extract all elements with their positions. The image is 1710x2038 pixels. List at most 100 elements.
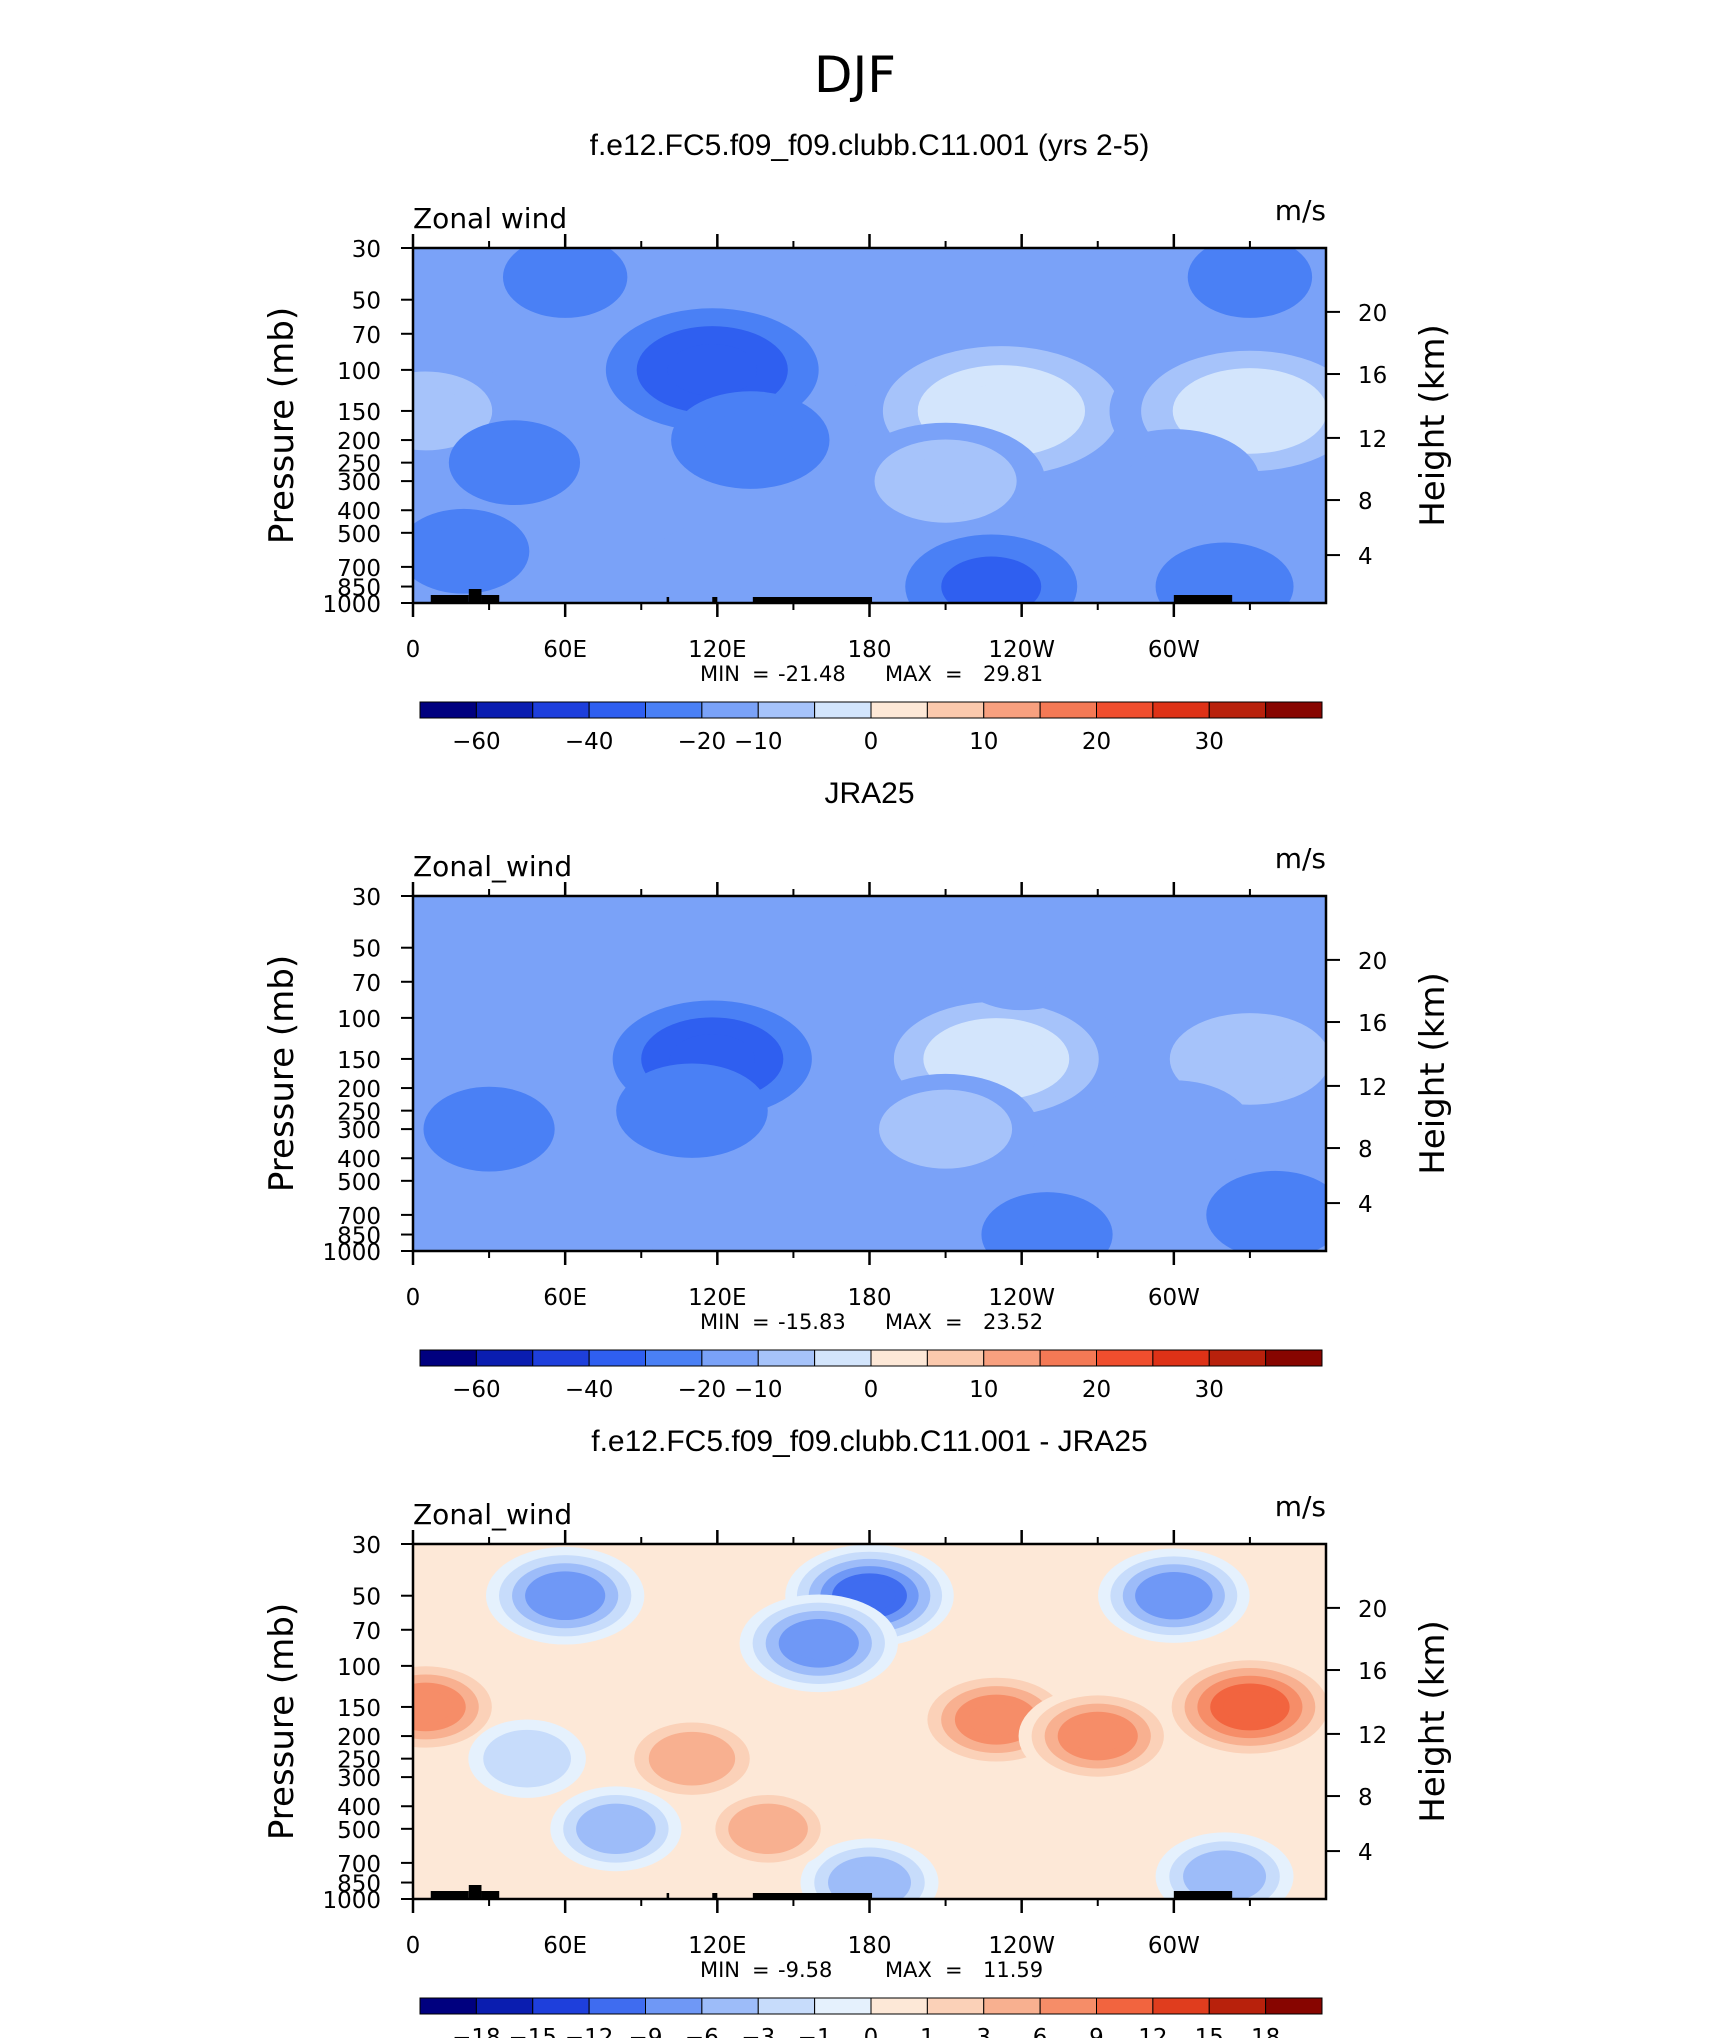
- y2-axis-label: Height (km): [1413, 972, 1453, 1175]
- x-tick-label: 60W: [1148, 637, 1200, 663]
- contour-feature: [845, 422, 1046, 540]
- y-tick-label: 1000: [322, 1240, 381, 1266]
- colorbar-label: 6: [1033, 2025, 1048, 2038]
- min-label: MIN: [700, 1958, 740, 1982]
- units-label: m/s: [1275, 842, 1326, 875]
- colorbar-label: 30: [1195, 1377, 1224, 1403]
- y-tick-label: 70: [352, 323, 381, 349]
- y2-tick-label: 20: [1358, 1597, 1387, 1623]
- contour-feature: [648, 522, 787, 603]
- y-tick-label: 100: [337, 359, 381, 385]
- contour-feature: [800, 1838, 939, 1899]
- y-tick-label: 700: [337, 1852, 381, 1878]
- colorbar-segment: [870, 1997, 928, 2015]
- x-tick-label: 60E: [543, 637, 587, 663]
- topography-mask: [468, 589, 482, 603]
- contour-feature: [550, 1786, 682, 1872]
- x-tick-label: 120E: [688, 1285, 746, 1311]
- min-equals: =: [752, 1310, 770, 1334]
- y2-tick-label: 8: [1358, 1785, 1373, 1811]
- contour-feature: [423, 1086, 555, 1172]
- contour-level: [741, 1812, 795, 1846]
- contour-level: [498, 1740, 557, 1778]
- y-tick-label: 200: [337, 1725, 381, 1751]
- colorbar-label: 10: [969, 729, 998, 755]
- y-tick-label: 400: [337, 499, 381, 525]
- colorbar-segment: [926, 1349, 985, 1367]
- y-tick-label: 70: [352, 971, 381, 997]
- y-tick-label: 400: [337, 1147, 381, 1173]
- y-tick-label: 300: [337, 1118, 381, 1144]
- colorbar-segment: [1208, 1997, 1267, 2015]
- contour-level: [1196, 1859, 1253, 1894]
- colorbar-segment: [814, 701, 872, 719]
- colorbar-label: 9: [1089, 2025, 1104, 2038]
- contour-feature: [1158, 1652, 1326, 1762]
- contour-feature: [485, 1546, 645, 1645]
- colorbar-segment: [926, 701, 985, 719]
- topography-mask: [712, 597, 718, 603]
- contour-field: [413, 248, 1326, 603]
- y-tick-label: 850: [337, 576, 381, 602]
- contour-level: [527, 252, 604, 302]
- contour-feature: [1187, 248, 1313, 318]
- colorbar-segment: [757, 701, 816, 719]
- y-tick-label: 150: [337, 400, 381, 426]
- colorbar-label: 1: [920, 2025, 935, 2038]
- colorbar-label: 0: [864, 2025, 879, 2038]
- topography-mask: [430, 595, 469, 603]
- y-tick-label: 700: [337, 556, 381, 582]
- colorbar-label: 3: [976, 2025, 991, 2038]
- y2-axis-label: Height (km): [1413, 1620, 1453, 1823]
- contour-level: [674, 1201, 761, 1251]
- colorbar-segment: [645, 1349, 703, 1367]
- colorbar-segment: [870, 1349, 928, 1367]
- colorbar-segment: [532, 701, 590, 719]
- contour-level: [1070, 1719, 1125, 1753]
- colorbar-segment: [419, 701, 477, 719]
- panels: f.e12.FC5.f09_f09.clubb.C11.001 (yrs 2-5…: [262, 129, 1453, 2038]
- y2-tick-label: 20: [1358, 949, 1387, 975]
- y-tick-label: 250: [337, 1748, 381, 1774]
- y-tick-label: 700: [337, 1204, 381, 1230]
- colorbar-segment: [1265, 1349, 1323, 1367]
- colorbar-segment: [532, 1349, 590, 1367]
- contour-level: [905, 1105, 986, 1153]
- y-tick-label: 300: [337, 1766, 381, 1792]
- colorbar-label: −10: [734, 729, 783, 755]
- max-equals: =: [945, 1310, 963, 1334]
- contour-feature: [739, 1594, 898, 1693]
- x-tick-label: 180: [848, 637, 892, 663]
- y-tick-label: 250: [337, 452, 381, 478]
- min-equals: =: [752, 662, 770, 686]
- y2-tick-label: 12: [1358, 1723, 1387, 1749]
- colorbar-segment: [983, 1997, 1041, 2015]
- contour-level: [588, 1812, 643, 1846]
- contour-level: [1202, 1032, 1297, 1086]
- x-tick-label: 120W: [988, 1933, 1055, 1959]
- colorbar: −60 −40 −20 −10 0 10 20 30: [419, 1349, 1323, 1403]
- colorbar-label: 0: [864, 729, 879, 755]
- x-tick-label: 180: [848, 1933, 892, 1959]
- colorbar-label: 30: [1195, 729, 1224, 755]
- colorbar-segment: [701, 1349, 759, 1367]
- x-tick-label: 0: [406, 637, 421, 663]
- contour-feature: [502, 248, 628, 318]
- colorbar-segment: [1096, 1997, 1154, 2015]
- x-tick-label: 0: [406, 1933, 421, 1959]
- colorbar-segment: [588, 1997, 646, 2015]
- contour-feature: [981, 1192, 1113, 1251]
- colorbar-label: 0: [864, 1377, 879, 1403]
- y2-tick-label: 4: [1358, 544, 1373, 570]
- colorbar-segment: [1208, 1349, 1267, 1367]
- contour-feature: [413, 508, 530, 594]
- y-tick-label: 30: [352, 237, 381, 263]
- colorbar-label: −20: [678, 729, 727, 755]
- y-tick-label: 850: [337, 1872, 381, 1898]
- colorbar-segment: [757, 1349, 816, 1367]
- colorbar-label: −10: [734, 1377, 783, 1403]
- colorbar-segment: [983, 1349, 1041, 1367]
- contour-level: [423, 526, 504, 577]
- colorbar: −60 −40 −20 −10 0 10 20 30: [419, 701, 1323, 755]
